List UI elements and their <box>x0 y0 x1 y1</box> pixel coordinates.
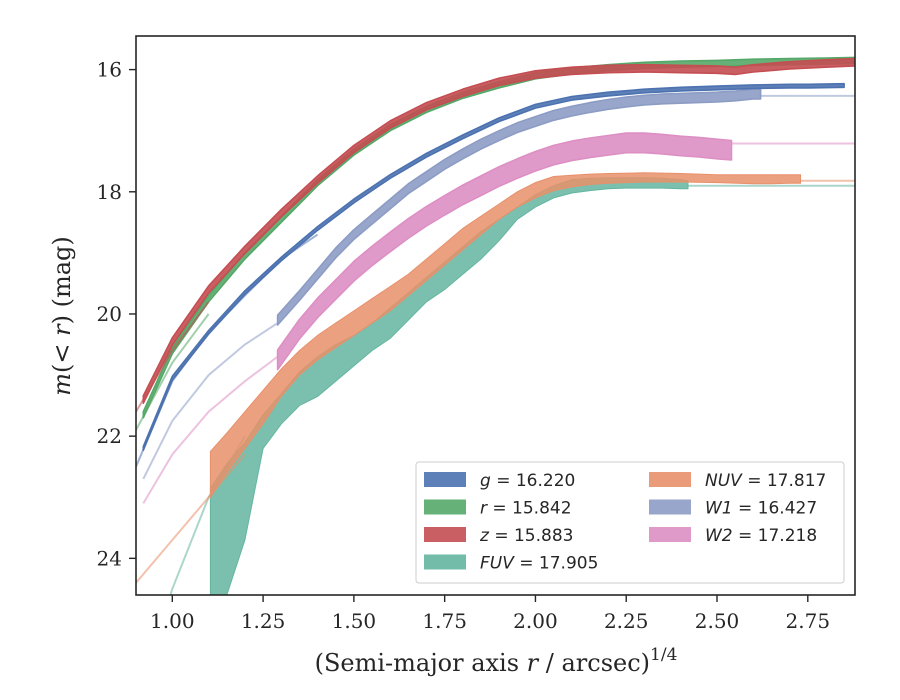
x-tick-label: 2.50 <box>695 609 740 633</box>
x-tick-label: 1.50 <box>332 609 377 633</box>
legend-label-r: r = 15.842 <box>480 499 572 519</box>
legend-label-w1: W1 = 16.427 <box>705 499 817 519</box>
x-tick-label: 1.25 <box>241 609 286 633</box>
legend-label-z: z = 15.883 <box>479 526 573 546</box>
x-tick-label: 2.00 <box>513 609 558 633</box>
axes-frame <box>135 35 856 596</box>
y-tick-label: 24 <box>97 546 122 570</box>
legend-swatch-z <box>424 527 466 542</box>
legend-label-g: g = 16.220 <box>480 471 575 491</box>
y-axis-title-m: m <box>48 373 76 396</box>
series-nuv-band <box>209 172 801 499</box>
x-tick-label: 1.00 <box>150 609 195 633</box>
legend-swatch-w1 <box>649 499 691 515</box>
y-axis: 16 18 20 22 24 <box>97 58 136 570</box>
legend-swatch-g <box>424 472 466 487</box>
y-tick-label: 18 <box>97 180 122 204</box>
legend-swatch-r <box>424 499 466 515</box>
plot-area <box>136 56 855 595</box>
x-tick-label: 2.25 <box>604 609 649 633</box>
legend-label-nuv: NUV = 17.817 <box>705 471 826 491</box>
legend-swatch-w2 <box>649 527 691 542</box>
series-w1-extrapolation <box>142 322 279 480</box>
x-tick-label: 2.75 <box>786 609 831 633</box>
series-nuv-extrapolation <box>136 453 246 584</box>
y-tick-label: 22 <box>97 424 122 448</box>
series-g-curve <box>142 82 845 451</box>
y-tick-label: 16 <box>97 58 122 82</box>
x-axis-title: (Semi-major axis r / arcsec)1/4 <box>315 645 678 677</box>
legend-swatch-nuv <box>649 472 691 487</box>
y-axis-title-r: r <box>48 323 76 336</box>
legend: g = 16.220 r = 15.842 z = 15.883 FUV = 17.9… <box>415 461 845 584</box>
x-axis-title-variable: r <box>527 649 540 677</box>
x-axis: 1.00 1.25 1.50 1.75 2.00 2.25 2.50 2.75 <box>150 595 830 633</box>
x-axis-title-exponent: 1/4 <box>650 645 677 665</box>
series-w1-curve <box>276 88 762 326</box>
series-w2-curve <box>276 132 733 371</box>
y-tick-label: 20 <box>97 302 122 326</box>
x-tick-label: 1.75 <box>422 609 467 633</box>
legend-swatch-fuv <box>424 554 466 570</box>
legend-label-w2: W2 = 17.218 <box>705 526 817 546</box>
legend-box <box>415 461 845 584</box>
series-z-curve <box>142 57 855 404</box>
series-w2-extrapolation <box>142 355 279 504</box>
legend-label-fuv: FUV = 17.905 <box>480 554 598 574</box>
y-axis-title: m(< r) (mag) <box>48 236 76 396</box>
